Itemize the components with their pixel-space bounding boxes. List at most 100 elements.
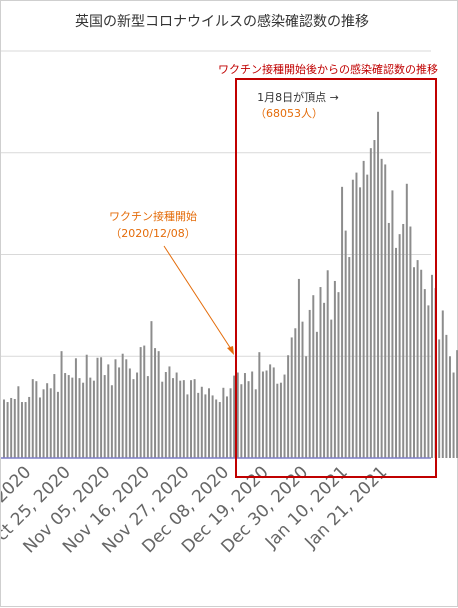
bar-109 bbox=[395, 247, 398, 458]
bar-50 bbox=[182, 380, 185, 458]
bar-38 bbox=[139, 347, 142, 458]
bar-20 bbox=[74, 358, 77, 458]
bar-107 bbox=[387, 222, 390, 458]
bar-125 bbox=[452, 372, 455, 458]
bars bbox=[3, 111, 458, 459]
bar-106 bbox=[384, 164, 387, 458]
bar-88 bbox=[319, 287, 322, 458]
bar-70 bbox=[254, 389, 257, 458]
bar-14 bbox=[53, 374, 56, 458]
bar-97 bbox=[351, 179, 354, 458]
bar-55 bbox=[200, 386, 203, 458]
bar-96 bbox=[348, 257, 351, 458]
bar-61 bbox=[222, 387, 225, 458]
bar-123 bbox=[445, 334, 448, 458]
bar-32 bbox=[118, 367, 121, 458]
bar-58 bbox=[211, 395, 214, 458]
bar-36 bbox=[132, 379, 135, 458]
bar-121 bbox=[438, 339, 441, 458]
bar-72 bbox=[261, 371, 264, 458]
bar-94 bbox=[341, 186, 344, 458]
bar-29 bbox=[107, 364, 110, 458]
bar-84 bbox=[305, 356, 308, 458]
bar-105 bbox=[380, 158, 383, 459]
bar-21 bbox=[78, 378, 81, 458]
bar-89 bbox=[323, 302, 326, 458]
bar-51 bbox=[186, 394, 189, 458]
bar-37 bbox=[136, 372, 139, 458]
vaccine-start-arrowhead bbox=[227, 346, 234, 355]
bar-90 bbox=[326, 270, 329, 458]
bar-91 bbox=[330, 319, 333, 458]
bar-5 bbox=[20, 402, 23, 458]
bar-43 bbox=[157, 351, 160, 458]
bar-7 bbox=[28, 396, 31, 458]
bar-124 bbox=[448, 356, 451, 458]
bar-57 bbox=[208, 388, 210, 458]
bar-86 bbox=[312, 295, 315, 458]
bar-85 bbox=[308, 309, 311, 458]
bar-78 bbox=[283, 374, 286, 458]
bar-40 bbox=[146, 376, 149, 458]
bar-117 bbox=[423, 289, 426, 458]
bar-41 bbox=[150, 321, 153, 458]
chart-title: 英国の新型コロナウイルスの感染確認数の推移 bbox=[75, 13, 369, 30]
bar-83 bbox=[301, 321, 304, 458]
bar-122 bbox=[441, 310, 444, 458]
bar-93 bbox=[337, 292, 340, 458]
bar-102 bbox=[369, 148, 372, 459]
bar-26 bbox=[96, 357, 99, 458]
bar-60 bbox=[218, 402, 221, 458]
peak-value: （68053人） bbox=[255, 107, 323, 120]
bar-31 bbox=[114, 359, 117, 458]
bar-34 bbox=[125, 359, 128, 458]
bar-39 bbox=[143, 345, 146, 458]
bar-64 bbox=[233, 375, 236, 458]
bar-108 bbox=[391, 190, 394, 458]
bar-30 bbox=[110, 385, 113, 458]
bar-8 bbox=[31, 379, 34, 458]
bar-80 bbox=[290, 337, 293, 458]
bar-66 bbox=[240, 384, 243, 458]
bar-113 bbox=[409, 226, 412, 458]
bar-76 bbox=[276, 383, 279, 458]
bar-42 bbox=[154, 348, 157, 458]
bar-49 bbox=[179, 380, 182, 458]
bar-46 bbox=[168, 366, 171, 458]
bar-25 bbox=[92, 380, 95, 458]
bar-82 bbox=[297, 278, 300, 458]
bar-1 bbox=[6, 402, 9, 458]
after-vaccine-highlight-box bbox=[235, 78, 437, 478]
bar-54 bbox=[197, 392, 200, 458]
bar-115 bbox=[416, 260, 419, 458]
bar-47 bbox=[172, 378, 175, 458]
bar-71 bbox=[258, 352, 261, 458]
bar-33 bbox=[121, 353, 124, 458]
bar-16 bbox=[60, 351, 63, 458]
bar-35 bbox=[128, 368, 131, 458]
bar-77 bbox=[279, 382, 282, 458]
bar-63 bbox=[229, 388, 232, 458]
bar-0 bbox=[3, 399, 5, 458]
bar-92 bbox=[333, 280, 336, 458]
bar-99 bbox=[359, 187, 362, 458]
bar-68 bbox=[247, 381, 250, 458]
bar-48 bbox=[175, 372, 178, 458]
bar-95 bbox=[344, 230, 347, 458]
bar-13 bbox=[49, 388, 52, 458]
bar-100 bbox=[362, 160, 365, 458]
bar-28 bbox=[103, 375, 106, 458]
bar-79 bbox=[287, 355, 290, 458]
bar-67 bbox=[243, 373, 246, 458]
bar-103 bbox=[373, 140, 376, 458]
bar-4 bbox=[17, 386, 20, 458]
bar-27 bbox=[100, 357, 103, 458]
bar-112 bbox=[405, 183, 408, 458]
bar-11 bbox=[42, 389, 45, 458]
after-vaccine-box-label: ワクチン接種開始後からの感染確認数の推移 bbox=[218, 62, 438, 76]
bar-111 bbox=[402, 223, 405, 458]
bar-119 bbox=[431, 274, 433, 458]
bar-56 bbox=[204, 394, 207, 458]
